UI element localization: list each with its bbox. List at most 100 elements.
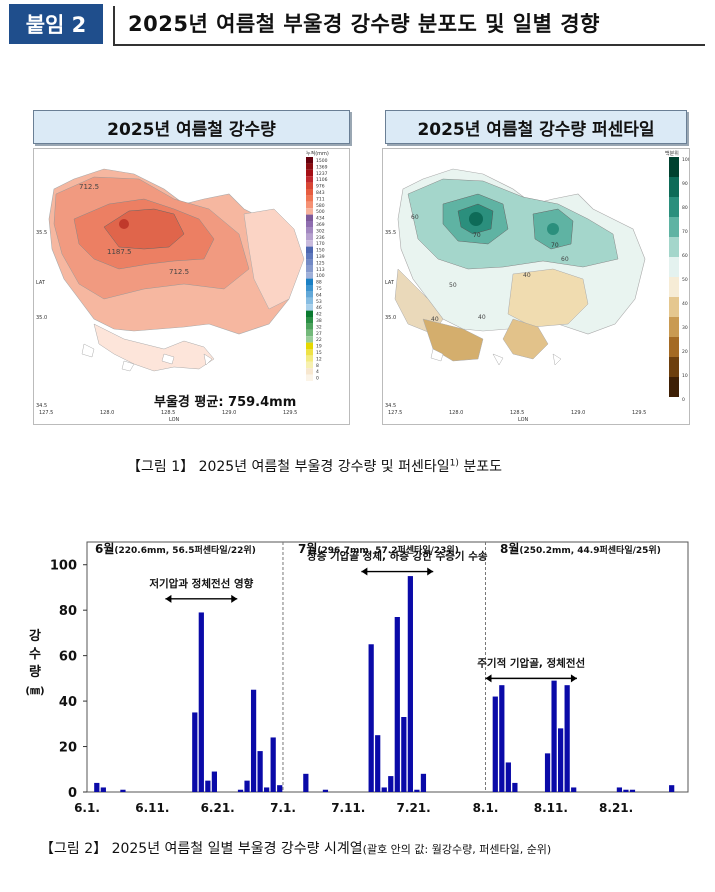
- annotation-label: 주기적 기압골, 정체전선: [477, 656, 585, 669]
- legend-label: 1500: [316, 158, 328, 164]
- pct-contour-2: 70: [473, 232, 481, 239]
- y-tick-label: 20: [59, 741, 77, 756]
- legend-swatch: [306, 157, 313, 164]
- legend-swatch: [306, 169, 313, 177]
- legend-swatch: [306, 176, 313, 183]
- legend-label: 12: [316, 356, 322, 362]
- rainfall-bar: [669, 785, 675, 792]
- lat-tick-0: 35.5: [385, 230, 396, 236]
- legend-label: 139: [316, 254, 325, 260]
- legend-label: 10: [682, 373, 688, 379]
- rainfall-bar: [277, 785, 283, 792]
- figure1-footnote-mark: 1): [449, 458, 459, 469]
- y-axis-label: 량: [29, 665, 41, 680]
- legend-label: 843: [316, 190, 325, 196]
- legend-label: 0: [316, 376, 319, 382]
- legend-swatch: [306, 221, 313, 228]
- legend-swatch: [306, 336, 313, 343]
- y-tick-label: 60: [59, 650, 77, 665]
- rainfall-bar: [205, 780, 211, 792]
- legend-swatch: [669, 177, 679, 197]
- legend-swatch: [669, 217, 679, 237]
- rainfall-bar: [322, 789, 329, 792]
- legend-label: 27: [316, 331, 322, 337]
- y-axis-label: 강: [29, 628, 41, 644]
- legend-swatch: [306, 272, 313, 279]
- legend-label: 170: [316, 241, 325, 247]
- lat-tick-1: 35.0: [36, 315, 47, 321]
- legend-label: 50: [682, 277, 688, 283]
- legend-swatch: [306, 374, 313, 381]
- rainfall-bar: [401, 717, 407, 792]
- legend-swatch: [669, 237, 679, 257]
- rainfall-bar: [420, 773, 427, 792]
- legend-swatch: [306, 253, 313, 260]
- legend-swatch: [669, 297, 679, 317]
- legend-label: 30: [682, 325, 688, 331]
- y-tick-label: 100: [50, 559, 77, 574]
- figure1-caption-text: 【그림 1】 2025년 여름철 부울경 강수량 및 퍼센타일: [127, 459, 450, 475]
- legend-label: 4: [316, 369, 319, 375]
- x-tick-label: 8.1.: [473, 801, 499, 815]
- lat-tick-0: 35.5: [36, 230, 47, 236]
- arrow-head-left: [361, 567, 368, 576]
- contour-label-3: 712.5: [169, 268, 189, 276]
- legend-swatch: [306, 349, 313, 356]
- appendix-badge: 붙임 2: [9, 4, 103, 44]
- legend-swatch: [669, 337, 679, 357]
- rainfall-bar: [544, 753, 551, 792]
- arrow-head-right: [427, 567, 434, 576]
- legend-label: 125: [316, 260, 325, 266]
- rainfall-bar: [492, 696, 498, 792]
- legend-swatch: [306, 163, 313, 170]
- rainfall-bar: [623, 789, 629, 792]
- legend-swatch: [306, 227, 313, 234]
- lon-tick-0: 127.5: [39, 410, 53, 416]
- y-axis-label: 수: [29, 647, 41, 662]
- rainfall-map-svg: 712.5 1187.5 712.5 35.5 35.0 34.5 127.5 …: [34, 149, 349, 424]
- legend-label: 113: [316, 267, 325, 273]
- legend-label: 88: [316, 280, 322, 286]
- legend-swatch: [669, 377, 679, 397]
- arrow-head-right: [231, 594, 238, 603]
- lon-tick-2: 128.5: [510, 410, 524, 416]
- lon-tick-0: 127.5: [388, 410, 402, 416]
- rainfall-bar: [414, 789, 420, 792]
- daily-rainfall-chart: 0 20 40 60 80 100 강수량 (㎜) 6.1. 6.11. 6.21. 7.1. 7.11…: [25, 541, 689, 815]
- legend-label: 32: [316, 324, 322, 330]
- lat-axis-label: LAT: [36, 280, 46, 286]
- rainfall-bar: [244, 780, 250, 792]
- legend-label: 100: [316, 273, 325, 279]
- pct-contour-6: 40: [523, 272, 531, 279]
- arrow-head-left: [485, 674, 492, 683]
- rainfall-bar: [407, 576, 413, 792]
- legend-swatch: [306, 259, 313, 266]
- legend-swatch: [306, 285, 313, 292]
- legend-label: 236: [316, 235, 325, 241]
- legend-label: 1369: [316, 164, 328, 170]
- percentile-map-svg: 60 70 70 60 50 40 40 40 35.5 35.0 34.5 1…: [383, 149, 689, 424]
- legend-swatch: [306, 323, 313, 330]
- figure1-caption-tail: 분포도: [458, 459, 502, 475]
- contour-label-1: 712.5: [79, 183, 99, 191]
- legend-label: 75: [316, 286, 322, 292]
- legend-swatch: [306, 182, 313, 189]
- rainfall-bar: [564, 685, 570, 792]
- legend-swatch: [669, 277, 679, 297]
- legend-label: 46: [316, 305, 322, 311]
- legend-label: 580: [316, 203, 325, 209]
- legend-swatch: [306, 214, 313, 221]
- lon-tick-3: 129.0: [222, 410, 236, 416]
- x-tick-label: 8.21.: [599, 801, 633, 815]
- legend-swatch: [669, 197, 679, 217]
- legend-swatch: [669, 257, 679, 277]
- arrow-head-left: [165, 594, 172, 603]
- legend-label: 711: [316, 196, 325, 202]
- legend-label: 38: [316, 318, 322, 324]
- legend-swatch: [306, 201, 313, 209]
- rainfall-bar: [551, 680, 557, 792]
- legend-swatch: [669, 357, 679, 377]
- rainfall-bar: [368, 644, 374, 792]
- legend-swatch: [306, 329, 313, 337]
- legend-label: 0: [682, 397, 685, 403]
